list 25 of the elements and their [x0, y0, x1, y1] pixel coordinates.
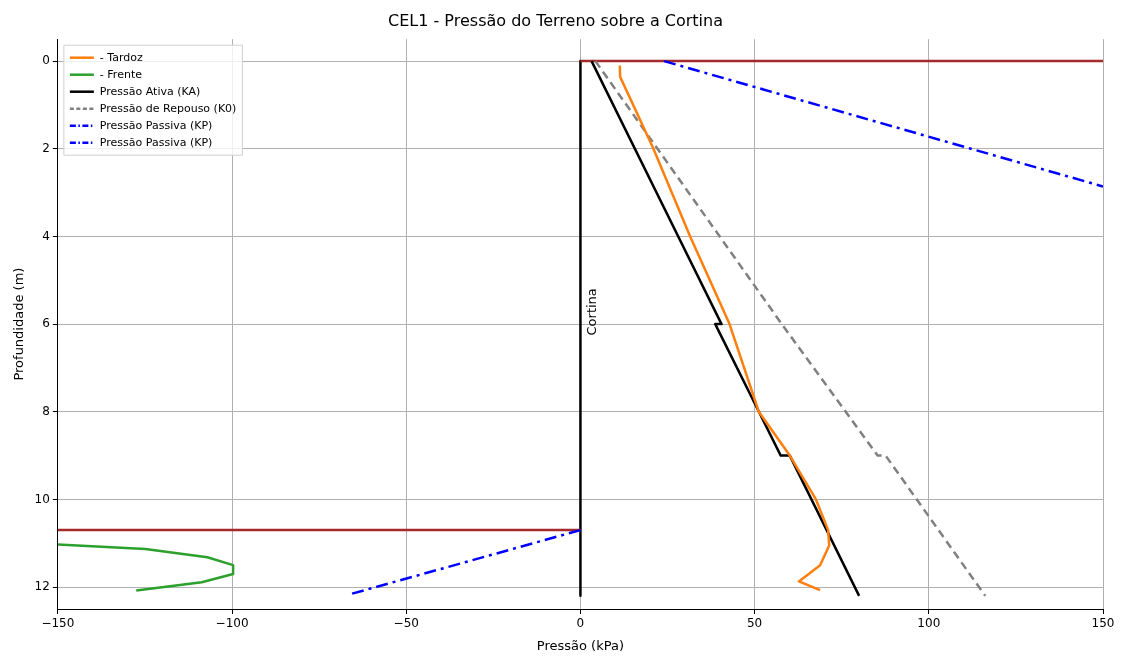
y-tick-label: 0	[42, 53, 50, 68]
y-tick-label: 10	[34, 491, 50, 506]
x-tick-label: 50	[746, 616, 763, 631]
legend-label: Pressão Passiva (KP)	[99, 118, 213, 132]
x-tick-label: −100	[215, 616, 249, 631]
y-axis-title: Profundidade (m)	[11, 267, 27, 381]
x-tick-label: −150	[41, 616, 75, 631]
annotation: Cortina	[584, 288, 600, 336]
y-tick-label: 2	[42, 140, 50, 155]
y-tick-label: 8	[42, 403, 50, 418]
legend-label: Pressão Ativa (KA)	[99, 84, 201, 98]
y-tick-label: 4	[42, 228, 50, 243]
x-tick-label: 100	[917, 616, 941, 631]
legend-label: Pressão Passiva (KP)	[99, 135, 213, 149]
y-tick-label: 12	[34, 579, 50, 594]
legend-label: - Frente	[99, 67, 143, 81]
x-tick-label: −50	[393, 616, 419, 631]
x-axis-title: Pressão (kPa)	[536, 637, 625, 653]
x-tick-label: 150	[1091, 616, 1115, 631]
x-tick-label: 0	[576, 616, 585, 631]
legend-label: Pressão de Repouso (K0)	[99, 101, 237, 115]
legend-label: - Tardoz	[99, 50, 144, 64]
y-tick-label: 6	[42, 316, 50, 331]
line-series	[594, 59, 987, 598]
chart-title: CEL1 - Pressão do Terreno sobre a Cortina	[388, 10, 723, 30]
